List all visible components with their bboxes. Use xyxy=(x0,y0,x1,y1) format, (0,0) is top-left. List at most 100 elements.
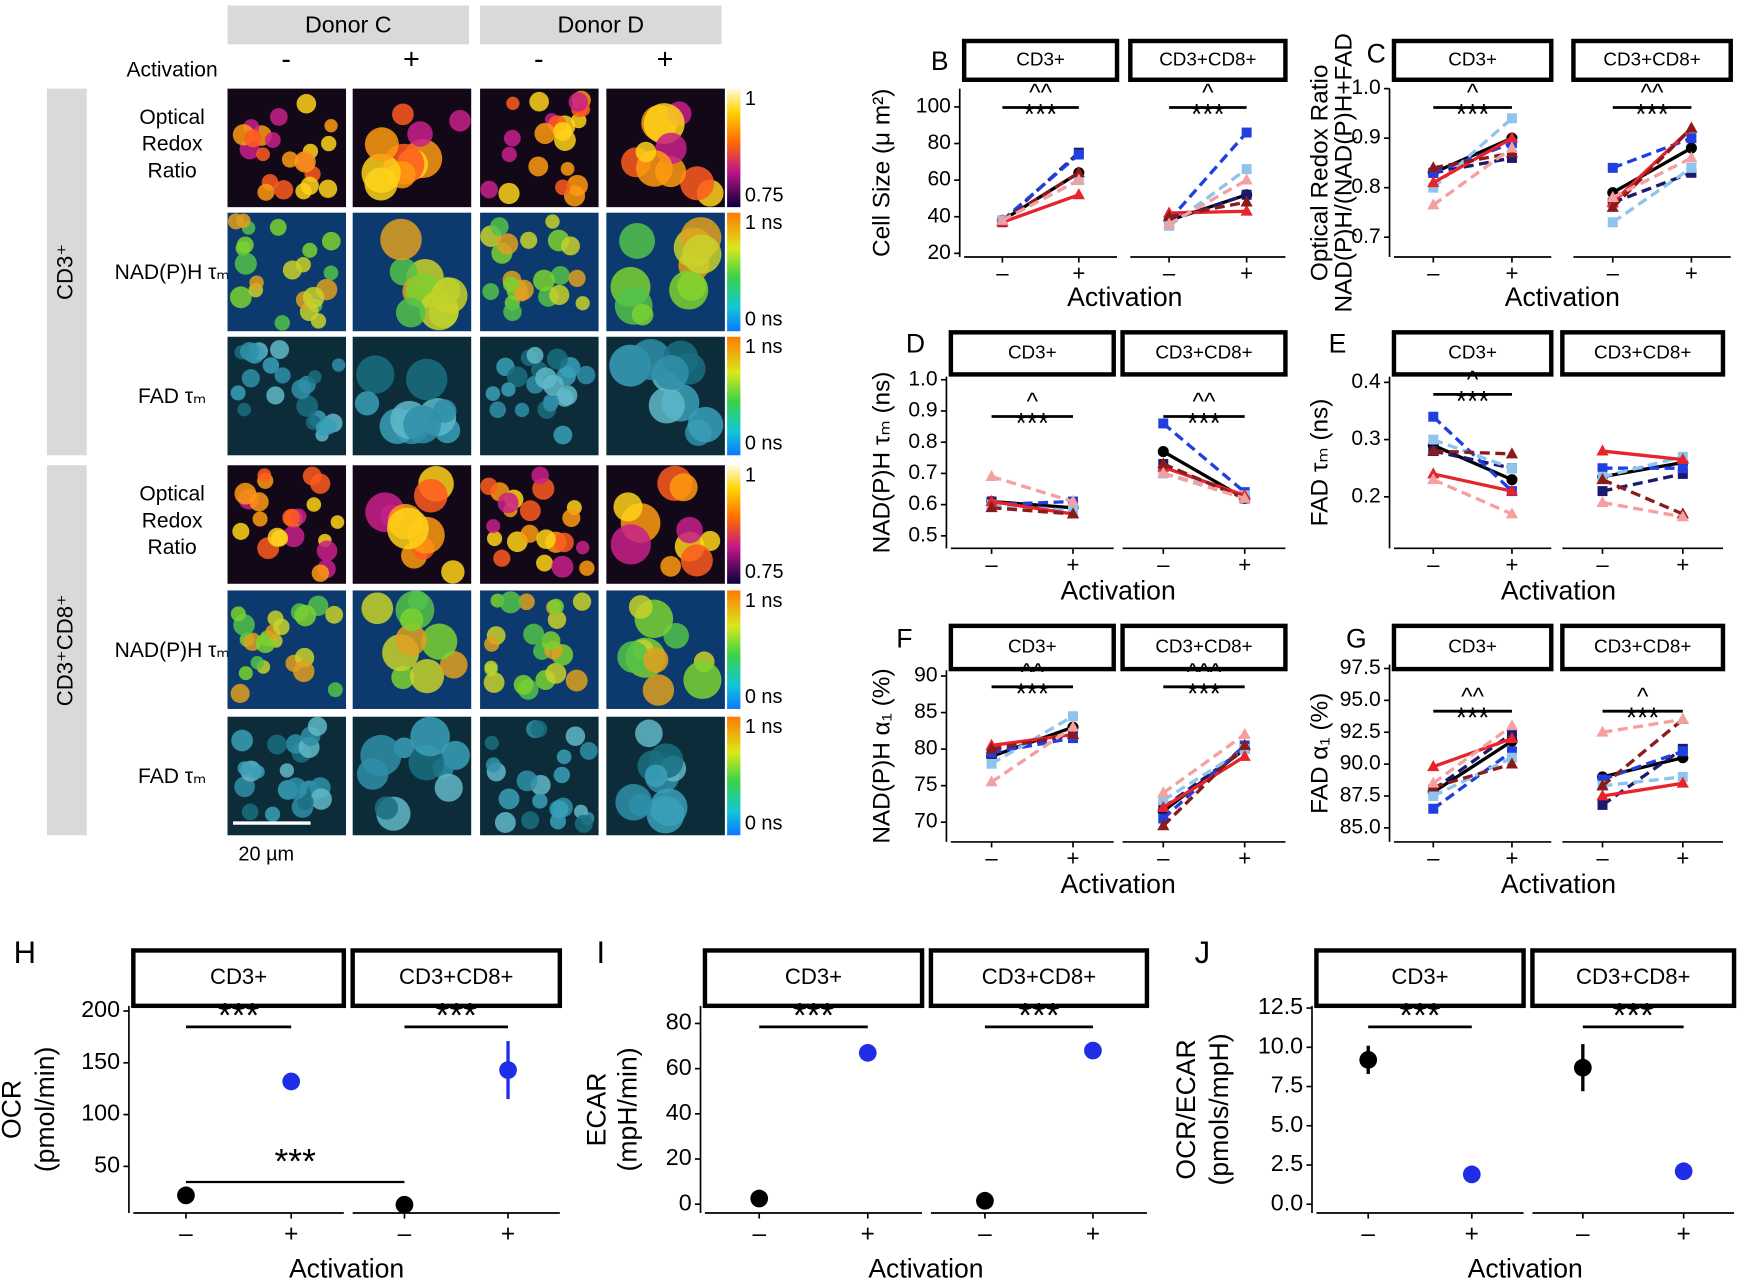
series-line xyxy=(1162,422,1246,494)
significance-mark: *** xyxy=(793,995,835,1035)
marker xyxy=(1677,463,1688,474)
cell xyxy=(400,608,424,632)
cell xyxy=(310,313,327,329)
marker xyxy=(1157,466,1170,478)
marker xyxy=(1066,720,1080,732)
marker xyxy=(1607,162,1618,173)
cell xyxy=(498,182,520,205)
x-tick-label: + xyxy=(1505,845,1518,870)
cell xyxy=(356,355,395,394)
cell xyxy=(356,758,389,790)
y-tick-label: 100 xyxy=(916,94,951,117)
cell xyxy=(232,522,250,540)
cell xyxy=(680,544,713,577)
row-label: Optical xyxy=(139,106,204,129)
marker xyxy=(1163,210,1176,222)
cell xyxy=(619,223,656,259)
significance-mark: *** xyxy=(1399,995,1441,1035)
facet-title: CD3+ xyxy=(785,964,842,989)
series-line xyxy=(1001,153,1080,222)
cell xyxy=(574,814,593,833)
marker xyxy=(1072,188,1085,200)
cell xyxy=(403,405,442,444)
significance-mark: ^^ xyxy=(1461,683,1484,710)
series-line xyxy=(1001,193,1080,224)
cell xyxy=(572,592,592,611)
cell xyxy=(642,674,675,706)
cell xyxy=(267,527,287,547)
y-tick-label: 1.0 xyxy=(908,367,937,390)
colorbar-min: 0 ns xyxy=(745,432,783,454)
row-label: Ratio xyxy=(148,159,197,182)
x-axis-title: Activation xyxy=(1501,869,1616,899)
series-line xyxy=(1169,209,1247,215)
series-line xyxy=(1612,136,1692,170)
cell xyxy=(273,180,294,200)
cell xyxy=(239,341,259,361)
series-line xyxy=(990,725,1074,784)
cell xyxy=(560,162,575,176)
cell xyxy=(503,302,522,322)
x-tick-label: + xyxy=(1067,552,1080,577)
point xyxy=(750,1189,769,1208)
cell xyxy=(553,766,571,784)
cell xyxy=(407,121,433,147)
point xyxy=(1462,1165,1481,1184)
marker xyxy=(1428,791,1439,801)
cell xyxy=(565,669,588,692)
colorbar xyxy=(727,88,741,208)
donor-label: Donor D xyxy=(558,12,645,38)
y-axis-title: ECAR xyxy=(582,1072,612,1146)
facet-strip xyxy=(1128,38,1288,82)
marker xyxy=(1238,749,1251,761)
cell xyxy=(364,167,398,201)
series-line xyxy=(1432,146,1513,207)
cell xyxy=(551,555,574,578)
marker xyxy=(1158,813,1169,824)
facet-strip xyxy=(1120,623,1288,672)
x-tick-label: + xyxy=(284,1221,298,1248)
cell xyxy=(279,763,295,778)
group-band xyxy=(46,88,87,456)
cell xyxy=(545,662,567,684)
cell xyxy=(327,682,343,698)
y-tick-label: 50 xyxy=(94,1152,120,1178)
series-line xyxy=(1432,478,1513,516)
significance-mark: *** xyxy=(218,995,260,1035)
significance-mark: *** xyxy=(1187,678,1221,710)
marker xyxy=(1676,510,1689,522)
scale-bar-label: 20 µm xyxy=(238,843,294,865)
facet-strip xyxy=(1314,948,1526,1009)
colorbar-max: 1 ns xyxy=(745,716,783,738)
cell xyxy=(506,366,528,388)
colorbar-max: 1 ns xyxy=(745,212,783,234)
cell xyxy=(449,109,471,132)
facet-strip xyxy=(1391,330,1554,377)
series-line xyxy=(991,474,1074,504)
cell xyxy=(680,166,715,201)
colorbar xyxy=(727,590,741,709)
cell xyxy=(579,560,595,576)
marker xyxy=(1157,446,1169,458)
cell xyxy=(395,624,427,656)
cell xyxy=(281,151,299,168)
marker xyxy=(1238,491,1251,503)
colorbar-min: 0 ns xyxy=(745,686,783,708)
y-axis-title: NAD(P)H α₁ (%) xyxy=(869,668,896,843)
marker xyxy=(1066,507,1080,519)
x-tick-label: – xyxy=(1427,261,1440,286)
cell xyxy=(392,103,414,126)
marker xyxy=(1596,779,1609,791)
y-tick-label: 95.0 xyxy=(1340,688,1381,711)
significance-mark: *** xyxy=(1456,386,1490,418)
facet-strip xyxy=(928,948,1150,1009)
group-label: CD3⁺ xyxy=(53,244,78,300)
cell xyxy=(700,530,721,552)
facet-title: CD3+CD8+ xyxy=(1603,48,1700,69)
x-tick-label: – xyxy=(1427,552,1440,577)
series-line xyxy=(1168,167,1248,228)
cell xyxy=(282,525,305,548)
cell xyxy=(296,93,317,114)
series-line xyxy=(991,725,1074,758)
cell xyxy=(521,811,540,830)
